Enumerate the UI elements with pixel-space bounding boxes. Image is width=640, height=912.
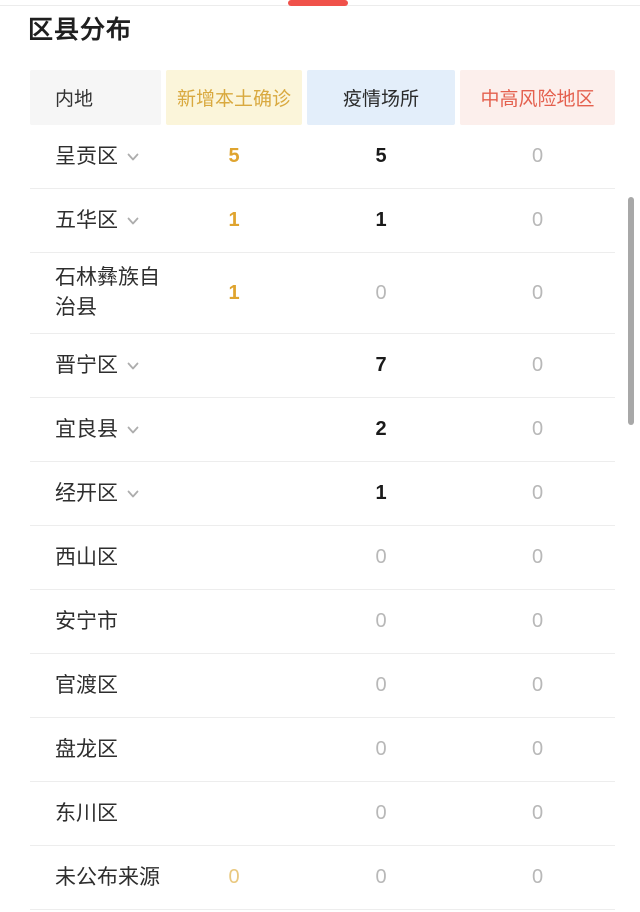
table-row: 盘龙区 0 0 <box>30 718 615 782</box>
outbreak-venues-value: 0 <box>375 866 387 888</box>
district-name-cell: 呈贡区 <box>30 132 161 182</box>
district-name-cell: 宜良县 <box>30 405 161 455</box>
header-new-local-cases: 新增本土确诊 <box>166 70 302 125</box>
district-name: 石林彝族自治县 <box>55 266 160 319</box>
risk-areas-value: 0 <box>531 418 544 440</box>
outbreak-venues-value: 0 <box>375 281 387 304</box>
risk-areas-value: 0 <box>531 281 544 304</box>
risk-areas-value: 0 <box>531 738 544 760</box>
district-name: 西山区 <box>55 545 118 569</box>
outbreak-venues-value: 1 <box>375 209 387 231</box>
risk-areas-value: 0 <box>531 145 544 167</box>
table-row[interactable]: 呈贡区 5 5 0 <box>30 125 615 189</box>
risk-areas-value: 0 <box>531 209 544 231</box>
district-name-cell: 官渡区 <box>30 661 161 711</box>
district-name: 官渡区 <box>55 673 118 697</box>
district-name: 未公布来源 <box>55 865 160 889</box>
chevron-down-icon[interactable] <box>125 486 141 502</box>
risk-areas-value: 0 <box>531 354 544 376</box>
risk-areas-value: 0 <box>531 674 544 696</box>
scrollbar-thumb[interactable] <box>628 197 634 425</box>
outbreak-venues-value: 1 <box>375 482 387 504</box>
district-name-cell: 盘龙区 <box>30 725 161 775</box>
district-name: 晋宁区 <box>55 353 118 377</box>
district-name: 五华区 <box>55 208 118 232</box>
risk-areas-value: 0 <box>531 546 544 568</box>
risk-areas-value: 0 <box>531 802 544 824</box>
chevron-down-icon[interactable] <box>125 149 141 165</box>
district-name: 东川区 <box>55 801 118 825</box>
chevron-down-icon[interactable] <box>125 213 141 229</box>
outbreak-venues-value: 2 <box>375 418 387 440</box>
table-row[interactable]: 宜良县 2 0 <box>30 398 615 462</box>
district-name-cell: 西山区 <box>30 533 161 583</box>
new-local-cases-value: 1 <box>228 209 240 231</box>
risk-areas-value: 0 <box>531 610 544 632</box>
risk-areas-value: 0 <box>531 482 544 504</box>
outbreak-venues-value: 5 <box>375 145 387 167</box>
outbreak-venues-value: 0 <box>375 802 387 824</box>
outbreak-venues-value: 0 <box>375 546 387 568</box>
table-row: 安宁市 0 0 <box>30 590 615 654</box>
page-title: 区县分布 <box>28 16 133 44</box>
district-name-cell: 晋宁区 <box>30 341 161 391</box>
district-name: 安宁市 <box>55 609 118 633</box>
new-local-cases-value: 5 <box>228 145 240 167</box>
district-name: 盘龙区 <box>55 737 118 761</box>
district-name: 宜良县 <box>55 417 118 441</box>
table-row: 石林彝族自治县 1 0 0 <box>30 253 615 334</box>
header-region: 内地 <box>30 70 161 125</box>
district-name-cell: 五华区 <box>30 196 161 246</box>
risk-areas-value: 0 <box>531 866 544 888</box>
chevron-down-icon[interactable] <box>125 422 141 438</box>
new-local-cases-value: 0 <box>228 866 240 888</box>
outbreak-venues-value: 0 <box>375 610 387 632</box>
district-table: 内地 新增本土确诊 疫情场所 中高风险地区 呈贡区 5 5 0 五华区 1 1 … <box>30 70 615 910</box>
district-name: 经开区 <box>55 481 118 505</box>
outbreak-venues-value: 0 <box>375 738 387 760</box>
outbreak-venues-value: 7 <box>375 354 387 376</box>
table-row: 西山区 0 0 <box>30 526 615 590</box>
district-name: 呈贡区 <box>55 144 118 168</box>
active-tab-indicator <box>288 0 348 6</box>
header-outbreak-venues: 疫情场所 <box>307 70 455 125</box>
new-local-cases-value: 1 <box>228 281 240 304</box>
district-name-cell: 石林彝族自治县 <box>30 253 161 333</box>
district-name-cell: 安宁市 <box>30 597 161 647</box>
district-name-cell: 经开区 <box>30 469 161 519</box>
district-name-cell: 东川区 <box>30 789 161 839</box>
outbreak-venues-value: 0 <box>375 674 387 696</box>
table-row[interactable]: 经开区 1 0 <box>30 462 615 526</box>
table-row: 东川区 0 0 <box>30 782 615 846</box>
chevron-down-icon[interactable] <box>125 358 141 374</box>
table-header: 内地 新增本土确诊 疫情场所 中高风险地区 <box>30 70 615 125</box>
table-row: 未公布来源 0 0 0 <box>30 846 615 910</box>
header-risk-areas: 中高风险地区 <box>460 70 615 125</box>
table-row[interactable]: 五华区 1 1 0 <box>30 189 615 253</box>
table-row: 官渡区 0 0 <box>30 654 615 718</box>
district-name-cell: 未公布来源 <box>30 853 161 903</box>
table-row[interactable]: 晋宁区 7 0 <box>30 334 615 398</box>
